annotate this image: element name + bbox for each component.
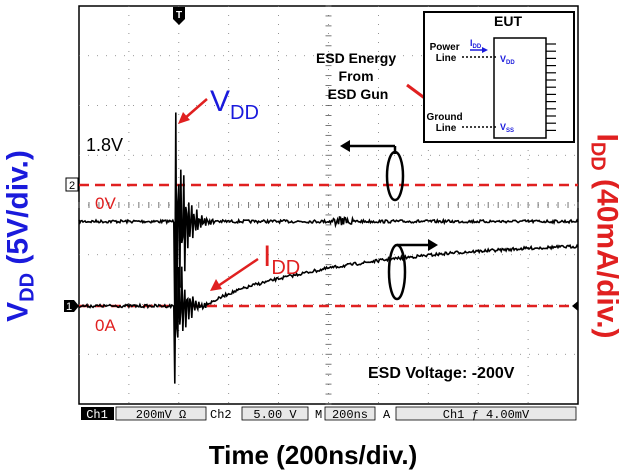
channel-1-marker-label: 1 bbox=[66, 301, 72, 313]
eut-chip bbox=[493, 37, 547, 139]
ch2-scale: 5.00 V bbox=[253, 408, 297, 422]
ground-line-label: Ground Line bbox=[427, 112, 466, 134]
inset-idd-label: IDD bbox=[470, 38, 482, 50]
center-axis-ticks bbox=[78, 5, 579, 405]
channel-1-marker: 1 bbox=[64, 300, 79, 313]
trigger-marker: T bbox=[173, 7, 185, 25]
vdd-axis-indicator bbox=[340, 140, 405, 202]
ch1-scale: 200mV Ω bbox=[136, 408, 186, 422]
vdd-arrowhead bbox=[178, 112, 190, 124]
idd-label: IDD bbox=[263, 240, 300, 279]
zero-amp-label: 0A bbox=[95, 316, 116, 335]
idd-axis-indicator bbox=[387, 239, 438, 301]
eut-inset: EUT Power Line IDD VDD Ground Line VSS bbox=[423, 11, 575, 143]
x-axis-label: Time (200ns/div.) bbox=[208, 440, 418, 470]
a-label: A bbox=[383, 408, 391, 422]
vdd-label: VDD bbox=[210, 85, 259, 124]
left-axis-label: VDD (5V/div.) bbox=[1, 150, 39, 322]
inset-vdd-label: VDD bbox=[500, 54, 515, 66]
idd-arrowhead bbox=[210, 279, 222, 291]
ch2-label: Ch2 bbox=[210, 408, 232, 422]
esd-voltage-label: ESD Voltage: -200V bbox=[368, 365, 515, 382]
channel-2-marker-label: 2 bbox=[69, 180, 75, 192]
inset-vss-label: VSS bbox=[500, 122, 514, 134]
esd-energy-label: ESD Energy From ESD Gun bbox=[316, 50, 400, 102]
vdd-arrow-line bbox=[183, 98, 208, 120]
m-label: M bbox=[315, 408, 322, 422]
idd-arrow-line bbox=[217, 257, 259, 288]
chip-pins bbox=[546, 43, 556, 131]
right-axis-label: IDD (40mA/div.) bbox=[586, 133, 624, 339]
right-edge-marker bbox=[572, 301, 578, 311]
trigger-marker-label: T bbox=[176, 10, 182, 21]
vdd-waveform bbox=[78, 112, 579, 321]
channel-2-marker: 2 bbox=[65, 177, 79, 192]
zero-volt-label: 0V bbox=[95, 194, 116, 213]
trigger-source: Ch1 ƒ 4.00mV bbox=[443, 408, 530, 422]
idd-waveform bbox=[78, 243, 579, 384]
timebase: 200ns bbox=[332, 408, 368, 422]
level-1-8v-label: 1.8V bbox=[86, 135, 123, 155]
ch1-badge-label: Ch1 bbox=[86, 408, 108, 422]
status-bar: Ch1 200mV Ω Ch2 5.00 V M 200ns A Ch1 ƒ 4… bbox=[79, 405, 578, 422]
eut-title: EUT bbox=[494, 13, 522, 29]
ch1-badge bbox=[81, 407, 114, 420]
power-line-label: Power Line bbox=[430, 42, 463, 64]
